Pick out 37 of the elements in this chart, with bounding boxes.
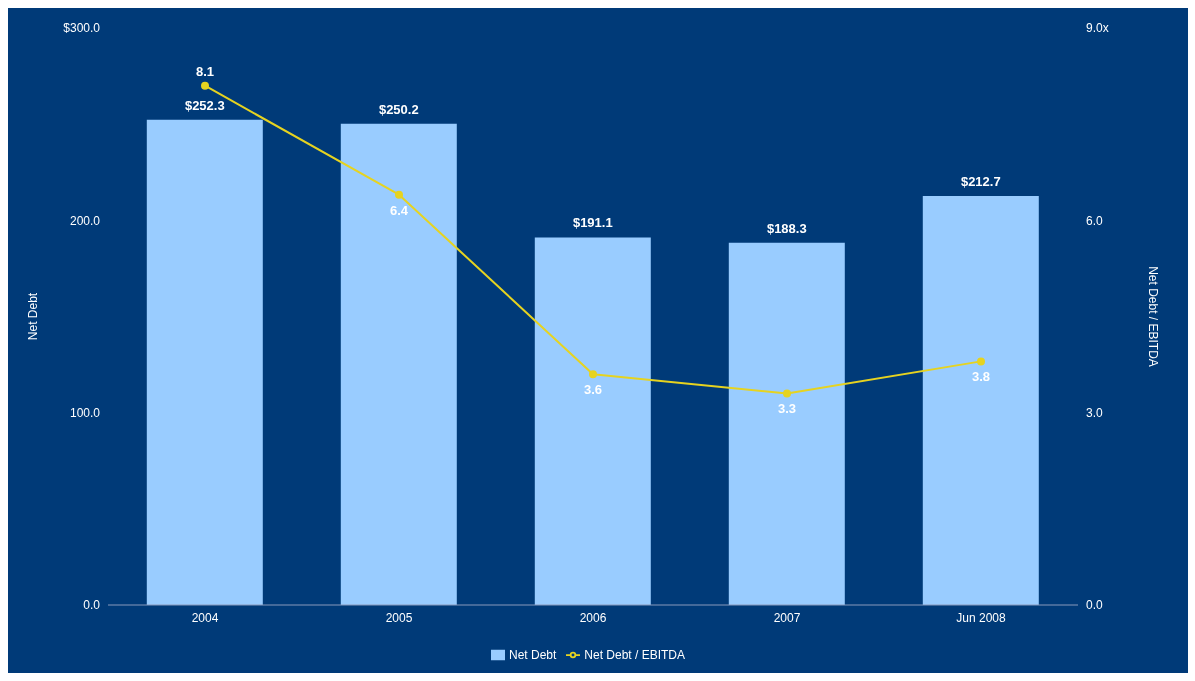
y-tick-label: 0.0 bbox=[83, 598, 101, 613]
data-label: 3.6 bbox=[583, 382, 603, 398]
y2-axis-title: Net Debt / EBITDA bbox=[1145, 266, 1160, 367]
bar bbox=[534, 237, 651, 605]
data-label: $252.3 bbox=[184, 97, 225, 113]
data-label: $191.1 bbox=[572, 215, 613, 231]
data-label: $250.2 bbox=[378, 101, 419, 117]
data-label: 3.3 bbox=[777, 401, 797, 417]
x-tick-label: 2004 bbox=[191, 610, 219, 625]
x-tick-label: 2007 bbox=[773, 610, 801, 625]
point bbox=[395, 190, 403, 199]
data-label: 3.8 bbox=[971, 369, 991, 385]
data-label: $188.3 bbox=[766, 220, 807, 236]
point bbox=[201, 81, 209, 90]
y-tick-label: $300.0 bbox=[63, 21, 101, 36]
y2-tick-label: 3.0 bbox=[1086, 405, 1104, 420]
point bbox=[977, 357, 985, 366]
y-axis-title: Net Debt bbox=[26, 292, 41, 341]
data-label: $212.7 bbox=[960, 173, 1001, 189]
bar bbox=[922, 195, 1039, 605]
point bbox=[589, 370, 597, 379]
bar bbox=[146, 119, 263, 605]
bar bbox=[340, 123, 457, 605]
data-label: 6.4 bbox=[389, 202, 409, 218]
bar bbox=[728, 242, 845, 605]
legend-label: Net Debt bbox=[508, 648, 557, 662]
x-tick-label: 2005 bbox=[385, 610, 413, 625]
x-tick-label: 2006 bbox=[579, 610, 607, 625]
y-tick-label: 100.0 bbox=[69, 405, 101, 420]
y-tick-label: 200.0 bbox=[69, 213, 101, 228]
y2-tick-label: 9.0x bbox=[1086, 21, 1109, 36]
x-tick-label: Jun 2008 bbox=[956, 610, 1007, 625]
y2-tick-label: 0.0 bbox=[1086, 598, 1104, 613]
y2-tick-label: 6.0 bbox=[1086, 213, 1104, 228]
point bbox=[783, 389, 791, 398]
legend-label: Net Debt / EBITDA bbox=[584, 648, 686, 662]
data-label: 8.1 bbox=[195, 63, 215, 79]
